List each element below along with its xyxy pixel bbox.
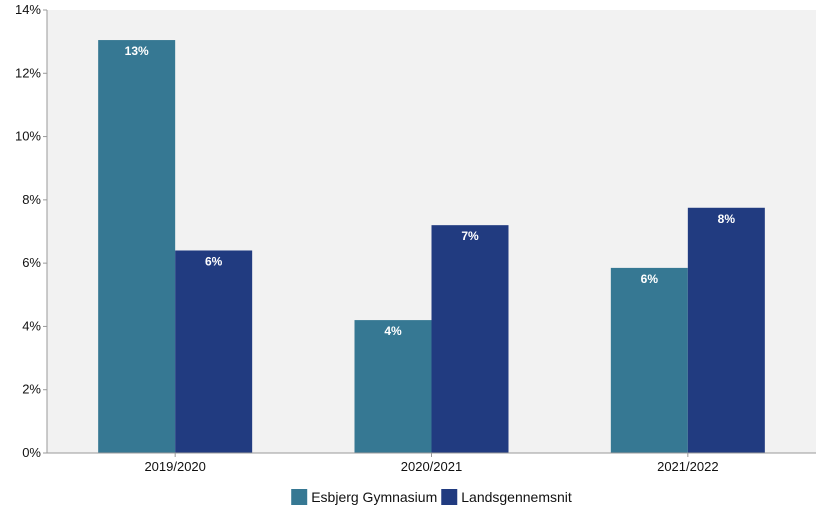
bar-data-label: 4% (384, 324, 402, 338)
y-tick-label: 4% (22, 318, 41, 333)
bar-esbjerg-gymnasium-1 (354, 320, 432, 453)
bar-data-label: 13% (125, 44, 149, 58)
y-tick-label: 8% (22, 192, 41, 207)
bar-esbjerg-gymnasium-2 (610, 267, 688, 453)
bar-landsgennemsnit-1 (431, 225, 509, 453)
y-tick-label: 2% (22, 382, 41, 397)
y-tick-label: 12% (15, 65, 41, 80)
legend-swatch (291, 489, 308, 505)
legend-swatch (441, 489, 458, 505)
x-tick-label: 2021/2022 (657, 459, 718, 474)
x-tick-label: 2019/2020 (144, 459, 205, 474)
y-tick-label: 10% (15, 129, 41, 144)
x-tick-label: 2020/2021 (401, 459, 462, 474)
bar-esbjerg-gymnasium-0 (98, 40, 176, 453)
y-axis-ticks: 0% 2% 4% 6% 8% 10% 12% 14% (15, 2, 47, 460)
x-axis-ticks: 2019/2020 2020/2021 2021/2022 (144, 453, 719, 474)
bar-data-label: 6% (641, 272, 659, 286)
legend: Esbjerg Gymnasium Landsgennemsnit (291, 489, 572, 505)
y-tick-label: 14% (15, 2, 41, 17)
y-tick-label: 0% (22, 445, 41, 460)
bar-landsgennemsnit-2 (687, 207, 765, 453)
bars-group (98, 40, 765, 453)
legend-item-esbjerg-gymnasium: Esbjerg Gymnasium (291, 489, 437, 505)
bar-landsgennemsnit-0 (175, 250, 253, 453)
legend-item-landsgennemsnit: Landsgennemsnit (441, 489, 572, 505)
bar-data-label: 7% (461, 229, 479, 243)
legend-label: Landsgennemsnit (461, 489, 572, 505)
data-labels-group: 13% 6% 4% 7% 6% 8% (125, 44, 736, 338)
bar-data-label: 8% (718, 212, 736, 226)
bar-data-label: 6% (205, 254, 223, 268)
y-tick-label: 6% (22, 255, 41, 270)
legend-label: Esbjerg Gymnasium (311, 489, 437, 505)
